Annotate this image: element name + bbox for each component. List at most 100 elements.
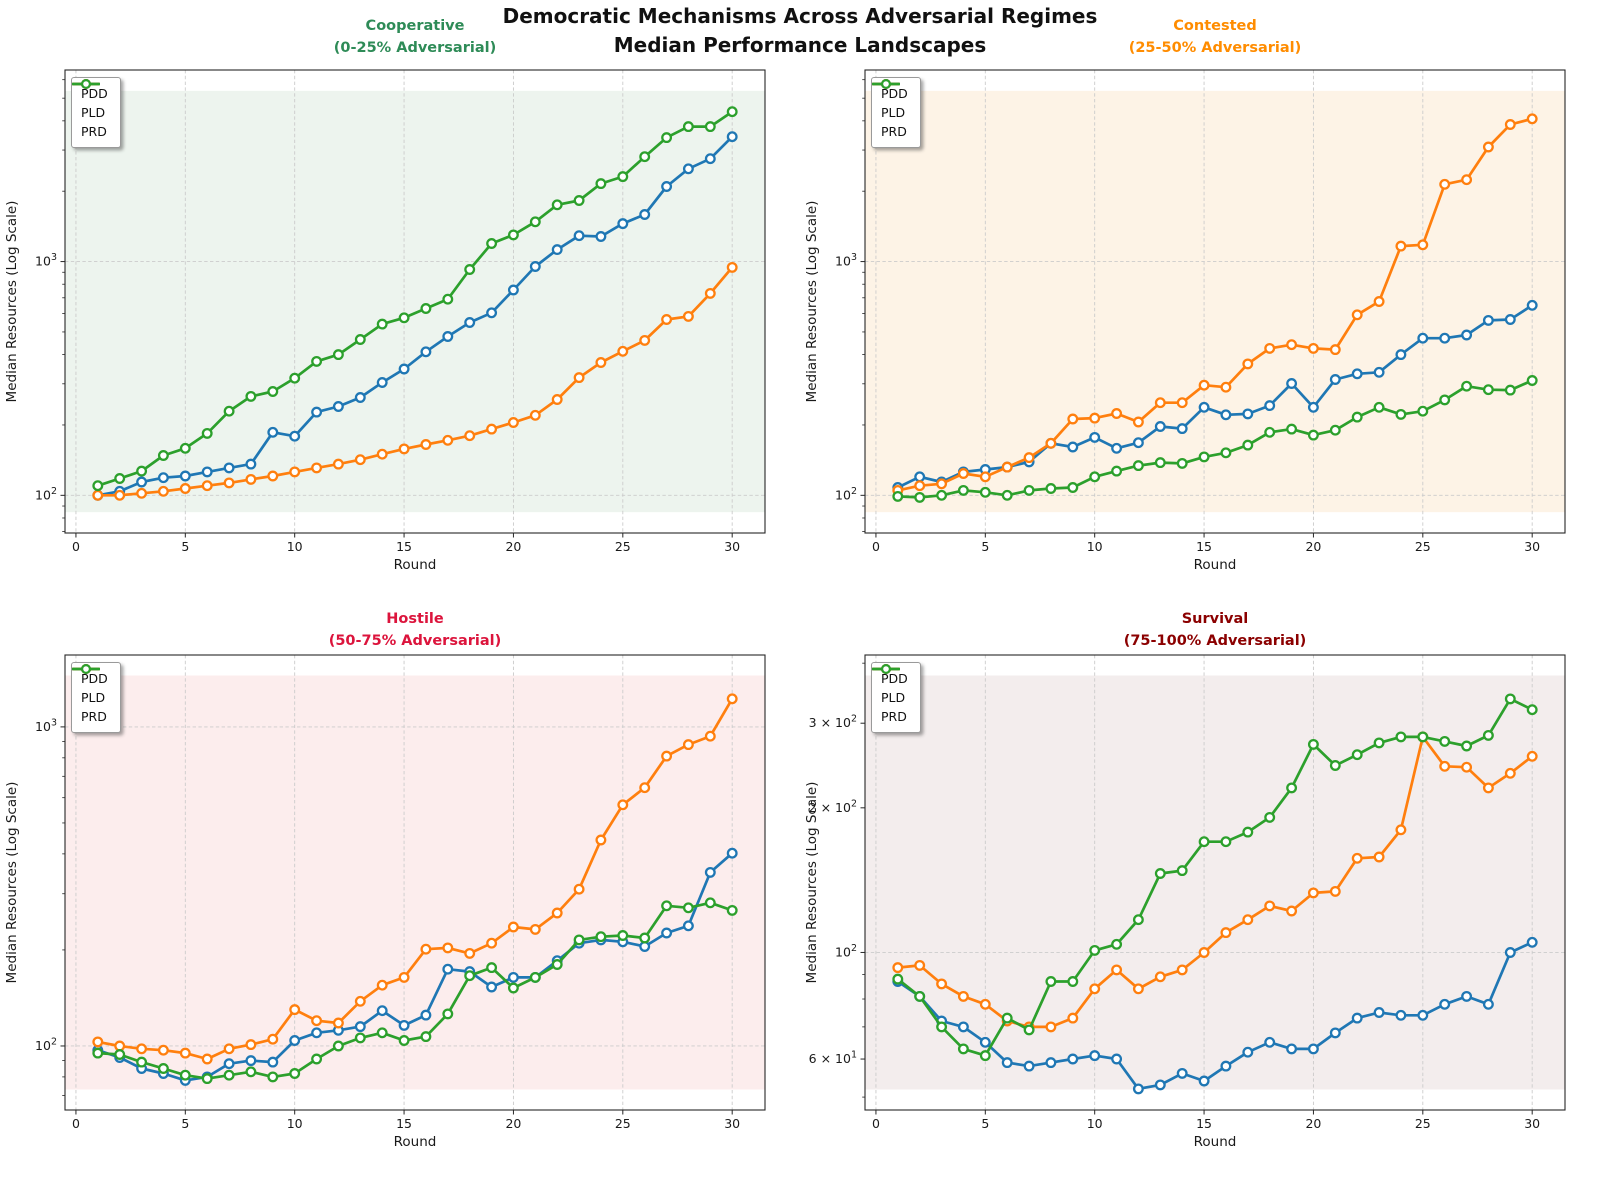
x-tick-label: 0: [72, 539, 80, 554]
data-point-marker: [179, 1069, 191, 1081]
data-point-marker: [1176, 1067, 1188, 1079]
data-point-marker: [1154, 397, 1166, 409]
data-point-marker: [661, 132, 673, 144]
data-point-marker: [157, 1044, 169, 1056]
data-point-marker: [1504, 693, 1516, 705]
data-point-marker: [289, 430, 301, 442]
data-point-marker: [201, 427, 213, 439]
data-point-marker: [354, 454, 366, 466]
data-point-marker: [1132, 914, 1144, 926]
x-tick-label: 5: [181, 539, 189, 554]
figure-title-line2: Median Performance Landscapes: [613, 33, 987, 57]
data-point-marker: [442, 942, 454, 954]
data-point-marker: [682, 920, 694, 932]
data-point-marker: [223, 405, 235, 417]
data-point-marker: [661, 900, 673, 912]
data-point-marker: [573, 934, 585, 946]
legend-item-prd: PRD: [72, 663, 108, 726]
data-point-marker: [529, 409, 541, 421]
data-point-marker: [1023, 1024, 1035, 1036]
data-point-marker: [1001, 461, 1013, 473]
data-point-marker: [1198, 451, 1210, 463]
data-point-marker: [1242, 1046, 1254, 1058]
data-point-marker: [551, 907, 563, 919]
chart-svg-cooperative: 0 5 10 15 20 25 30 102 103 Cooperative (0-25% Adve…: [4, 18, 766, 573]
data-point-marker: [332, 349, 344, 361]
panel-title-line2: (50-75% Adversarial): [329, 633, 502, 649]
data-point-marker: [92, 489, 104, 501]
x-axis-label: Round: [1194, 557, 1237, 573]
data-point-marker: [1154, 421, 1166, 432]
y-tick-label: 102: [35, 486, 57, 503]
data-point-marker: [1351, 309, 1363, 321]
data-point-marker: [464, 317, 476, 328]
data-point-marker: [92, 1047, 104, 1059]
panel-contested: 0 5 10 15 20 25 30 102 103 Contested (25-50% Adver…: [800, 0, 1600, 594]
data-point-marker: [289, 372, 301, 384]
x-tick-label: 25: [1415, 539, 1431, 554]
data-point-marker: [1482, 384, 1494, 396]
data-point-marker: [332, 1017, 344, 1029]
data-point-marker: [914, 480, 926, 492]
data-point-marker: [1264, 426, 1276, 438]
data-point-marker: [1176, 964, 1188, 976]
legend-label: PRD: [881, 124, 907, 139]
y-tick-label: 102: [835, 486, 857, 503]
data-point-marker: [1395, 1009, 1407, 1021]
data-point-marker: [979, 1036, 991, 1048]
data-point-marker: [486, 962, 498, 974]
data-point-marker: [1482, 782, 1494, 794]
x-tick-label: 5: [981, 1116, 989, 1131]
data-point-marker: [223, 462, 235, 474]
data-point-marker: [354, 334, 366, 345]
data-point-marker: [1329, 374, 1341, 385]
data-point-marker: [267, 1033, 279, 1045]
data-point-marker: [1526, 113, 1538, 125]
data-point-marker: [682, 163, 694, 175]
data-point-marker: [1461, 329, 1473, 341]
data-point-marker: [1220, 409, 1232, 421]
axes-box: [864, 69, 1566, 534]
data-point-marker: [179, 470, 191, 482]
data-point-marker: [1111, 408, 1123, 419]
data-point-marker: [1482, 314, 1494, 326]
legend-label: PDD: [881, 86, 908, 101]
data-point-marker: [420, 943, 432, 955]
data-point-marker: [157, 1063, 169, 1074]
data-point-marker: [1220, 927, 1232, 939]
data-point-marker: [376, 318, 388, 330]
data-point-marker: [398, 1019, 410, 1031]
data-point-marker: [957, 1043, 969, 1055]
legend-item-prd: PRD: [72, 78, 108, 141]
data-point-marker: [1111, 1053, 1123, 1065]
data-point-marker: [1176, 397, 1188, 409]
x-tick-label: 0: [872, 539, 880, 554]
data-point-marker: [892, 973, 904, 985]
series-markers-pdd: [892, 936, 1538, 1095]
data-point-marker: [1526, 375, 1538, 386]
data-point-marker: [420, 1031, 432, 1043]
axes-box: [864, 654, 1566, 1111]
data-point-marker: [726, 904, 738, 916]
x-tick-label: 20: [1305, 1116, 1321, 1131]
data-point-marker: [1482, 141, 1494, 153]
data-point-marker: [1198, 401, 1210, 413]
data-point-marker: [1067, 413, 1079, 425]
data-point-marker: [1089, 471, 1101, 483]
data-point-marker: [201, 1053, 213, 1065]
panel-title-line2: (0-25% Adversarial): [334, 40, 496, 56]
legend: PDD PLD PRD: [871, 662, 921, 733]
data-point-marker: [1439, 760, 1451, 772]
x-tick-label: 25: [1415, 1116, 1431, 1131]
data-point-marker: [1242, 826, 1254, 838]
data-point-marker: [1307, 1043, 1319, 1055]
panel-hostile: 0 5 10 15 20 25 30 102 103 Hostile (50-75% Adversa…: [0, 594, 800, 1189]
data-point-marker: [507, 921, 519, 933]
data-point-marker: [1373, 737, 1385, 749]
data-point-marker: [223, 1069, 235, 1081]
x-axis-label: Round: [394, 1134, 437, 1150]
panel-title-line1: Hostile: [386, 611, 444, 627]
data-point-marker: [223, 477, 235, 489]
data-point-marker: [1417, 1009, 1429, 1021]
x-tick-label: 30: [724, 539, 740, 554]
